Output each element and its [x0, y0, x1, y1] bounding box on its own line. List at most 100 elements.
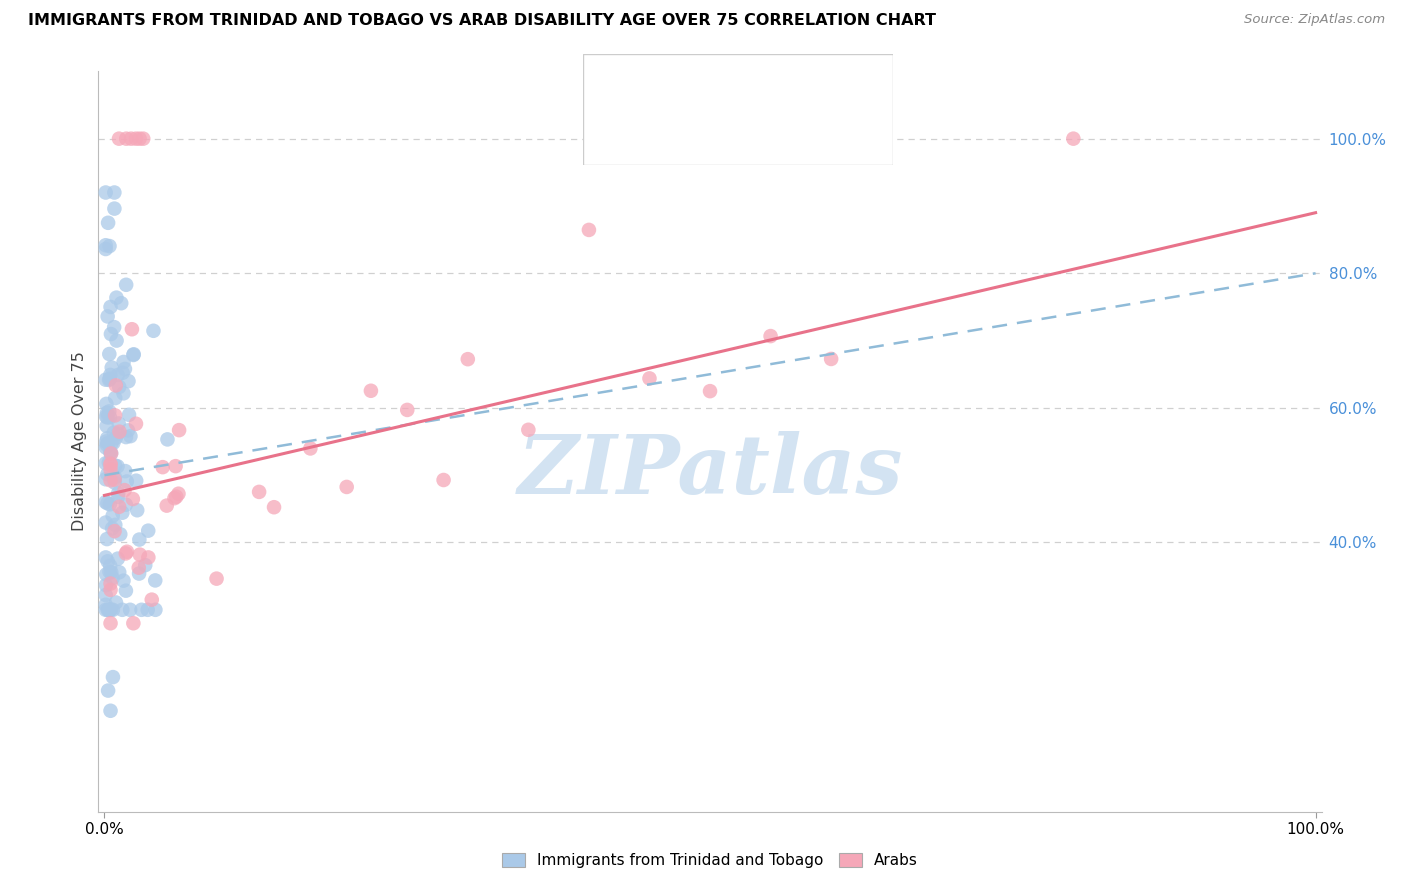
Point [107, 490, 129, 504]
Point [104, 409, 127, 423]
Point [97, 436, 120, 450]
Point [104, 595, 127, 609]
Point [115, 545, 138, 559]
Point [103, 186, 125, 200]
Point [98, 603, 121, 617]
Point [517, 423, 540, 437]
Point [94, 186, 117, 200]
Point [114, 362, 136, 376]
Point [152, 460, 174, 475]
Point [97, 603, 120, 617]
Point [98, 410, 121, 425]
Point [98, 347, 121, 361]
Point [98, 603, 121, 617]
Point [132, 131, 155, 145]
Point [107, 417, 129, 431]
Point [104, 470, 127, 484]
Point [299, 442, 322, 456]
Point [136, 603, 159, 617]
Point [165, 459, 187, 474]
Point [111, 603, 134, 617]
Point [112, 386, 135, 401]
Point [247, 484, 270, 499]
Point [125, 417, 148, 431]
Point [143, 574, 166, 588]
Point [165, 490, 187, 504]
Point [100, 462, 122, 476]
Point [96, 410, 118, 425]
Point [759, 329, 782, 343]
Point [108, 425, 131, 439]
Point [336, 480, 359, 494]
Point [115, 131, 138, 145]
Point [97, 554, 120, 568]
Point [100, 474, 122, 488]
Point [94, 456, 117, 470]
Point [94, 441, 117, 455]
Point [122, 347, 145, 361]
Point [100, 360, 122, 375]
Point [96, 532, 118, 546]
Legend: Immigrants from Trinidad and Tobago, Arabs: Immigrants from Trinidad and Tobago, Ara… [496, 847, 924, 874]
Point [122, 616, 145, 631]
Point [101, 670, 124, 684]
Point [97, 216, 120, 230]
Point [360, 384, 382, 398]
Point [128, 131, 150, 145]
Point [136, 524, 159, 538]
Point [108, 380, 131, 394]
Point [117, 374, 139, 388]
Point [820, 351, 842, 366]
Point [110, 296, 132, 310]
Point [100, 446, 122, 460]
Point [104, 517, 127, 532]
Point [100, 576, 122, 591]
Point [98, 372, 121, 386]
Point [101, 603, 124, 617]
Point [107, 426, 129, 441]
Point [98, 445, 121, 459]
Point [97, 310, 120, 324]
Point [122, 348, 145, 362]
Point [100, 435, 122, 450]
Point [105, 291, 128, 305]
Point [141, 592, 163, 607]
Point [114, 546, 136, 560]
Point [112, 355, 135, 369]
Point [107, 459, 129, 474]
FancyBboxPatch shape [596, 116, 640, 154]
Point [111, 366, 134, 380]
Text: R =: R = [651, 124, 682, 142]
Point [118, 408, 141, 422]
Point [131, 603, 153, 617]
Point [145, 603, 167, 617]
Point [96, 406, 118, 420]
Point [128, 548, 150, 562]
Point [578, 223, 600, 237]
Point [396, 403, 419, 417]
Point [103, 473, 125, 487]
Point [104, 431, 127, 445]
Point [115, 430, 138, 444]
Point [120, 603, 142, 617]
Point [98, 497, 121, 511]
Point [108, 500, 131, 514]
Point [115, 498, 138, 512]
FancyBboxPatch shape [596, 65, 640, 103]
Point [100, 446, 122, 460]
Text: 0.051: 0.051 [713, 74, 766, 92]
Point [121, 491, 143, 506]
Point [101, 571, 124, 585]
Point [142, 324, 165, 338]
Point [94, 373, 117, 387]
Point [94, 603, 117, 617]
Point [138, 550, 160, 565]
Point [104, 475, 127, 490]
Text: ZIPatlas: ZIPatlas [517, 431, 903, 511]
Point [163, 491, 186, 506]
Text: 108: 108 [837, 74, 872, 92]
Point [94, 588, 117, 602]
Point [638, 371, 661, 385]
Point [117, 423, 139, 437]
Point [111, 506, 134, 520]
